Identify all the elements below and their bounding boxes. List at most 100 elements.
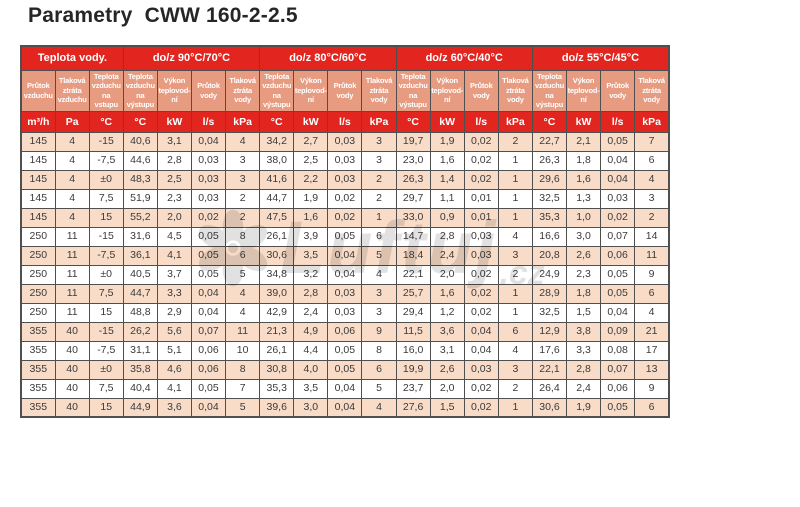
table-cell: 3,7 [156, 264, 192, 285]
column-header-cell: Tlaková ztráta vody [497, 69, 533, 112]
table-cell: 0,01 [463, 207, 499, 228]
table-cell: 31,6 [122, 226, 158, 247]
table-cell: 29,6 [531, 169, 568, 190]
table-cell: 18,4 [395, 245, 431, 266]
table-cell: 0,02 [327, 188, 363, 209]
unit-cell: kW [156, 110, 192, 133]
table-cell: 0,03 [327, 131, 363, 152]
column-header-cell: Průtok vody [190, 69, 227, 112]
table-cell: 11 [54, 245, 90, 266]
unit-cell: m³/h [20, 110, 56, 133]
table-cell: 2,2 [293, 169, 329, 190]
unit-cell: kPa [361, 110, 397, 133]
table-row: 250 11 ±0 40,5 3,7 0,05 5 34,8 3,2 0,04 4 22,1 2,0 0,… [20, 264, 670, 285]
table-row: 145 4 15 55,2 2,0 0,02 2 47,5 1,6 0,02 1 33,0 0,9 0,0… [20, 207, 670, 228]
table-cell: 0,04 [190, 283, 227, 304]
table-cell: 40,6 [122, 131, 158, 152]
table-cell: ±0 [88, 169, 124, 190]
table-cell: 2,1 [565, 131, 602, 152]
table-cell: 26,3 [395, 169, 431, 190]
table-cell: 4,1 [156, 378, 192, 399]
table-cell: 40,4 [122, 378, 158, 399]
table-cell: 16,0 [395, 340, 431, 361]
table-cell: 1 [497, 207, 533, 228]
table-cell: 1,1 [429, 188, 465, 209]
table-cell: 11 [225, 321, 261, 342]
table-cell: 0,05 [327, 359, 363, 380]
column-header-cell: Výkon teplovod-ní [565, 69, 602, 112]
unit-cell: °C [122, 110, 158, 133]
table-head: Teplota vody. do/z 90°C/70°C do/z 80°C/60°… [20, 45, 670, 133]
column-header-row: Průtok vzduchu Tlaková ztráta vzduchu Tepl… [20, 69, 670, 112]
table-cell: 0,06 [327, 321, 363, 342]
table-cell: 2,5 [156, 169, 192, 190]
table-cell: 0,03 [463, 245, 499, 266]
table-cell: 11 [54, 226, 90, 247]
table-cell: 4 [54, 188, 90, 209]
column-header-cell: Průtok vody [463, 69, 499, 112]
table-cell: 3,2 [293, 264, 329, 285]
table-cell: 0,06 [190, 359, 227, 380]
column-header-cell: Výkon teplovod-ní [156, 69, 192, 112]
unit-cell: kPa [225, 110, 261, 133]
table-cell: 26,1 [259, 226, 295, 247]
table-cell: 3,3 [565, 340, 602, 361]
table-cell: 0,02 [463, 131, 499, 152]
table-row: 355 40 ±0 35,8 4,6 0,06 8 30,8 4,0 0,05 6 19,9 2,6 0,… [20, 359, 670, 380]
table-cell: 0,02 [463, 264, 499, 285]
table-cell: 1,8 [565, 150, 602, 171]
column-header-cell: Teplota vzduchu na výstupu [395, 69, 431, 112]
table-cell: 3,5 [293, 378, 329, 399]
group-header-cell: do/z 55°C/45°C [531, 45, 670, 71]
table-cell: 1,6 [429, 150, 465, 171]
table-cell: 0,05 [327, 226, 363, 247]
table-cell: 2,0 [429, 378, 465, 399]
table-body: 145 4 -15 40,6 3,1 0,04 4 34,2 2,7 0,03 3 19,7 1,9 0,… [20, 131, 670, 418]
table-cell: -15 [88, 226, 124, 247]
column-header-cell: Teplota vzduchu na výstupu [531, 69, 568, 112]
table-cell: 40,5 [122, 264, 158, 285]
table-cell: 0,03 [327, 302, 363, 323]
table-cell: 6 [634, 283, 670, 304]
table-cell: 145 [20, 169, 56, 190]
table-cell: 355 [20, 321, 56, 342]
table-cell: 1,3 [565, 188, 602, 209]
table-cell: 5 [361, 245, 397, 266]
table-cell: 0,9 [429, 207, 465, 228]
table-cell: 0,02 [600, 207, 636, 228]
table-cell: 0,07 [600, 359, 636, 380]
table-cell: 0,05 [600, 397, 636, 418]
table-cell: 4 [497, 226, 533, 247]
table-cell: 2,8 [565, 359, 602, 380]
table-cell: 22,7 [531, 131, 568, 152]
table-cell: 0,05 [190, 226, 227, 247]
table-cell: 0,06 [600, 378, 636, 399]
table-cell: 0,05 [190, 245, 227, 266]
table-cell: 6 [634, 150, 670, 171]
table-row: 355 40 -7,5 31,1 5,1 0,06 10 26,1 4,4 0,05 8 16,0 3,… [20, 340, 670, 361]
table-cell: 0,01 [463, 188, 499, 209]
page-title: Parametry CWW 160-2-2.5 [28, 4, 298, 27]
table-cell: 4,0 [293, 359, 329, 380]
table-cell: 4 [361, 397, 397, 418]
column-header-cell: Průtok vody [600, 69, 636, 112]
table-cell: 0,07 [190, 321, 227, 342]
table-cell: 32,5 [531, 188, 568, 209]
table-row: 355 40 15 44,9 3,6 0,04 5 39,6 3,0 0,04 4 27,6 1,5 0,… [20, 397, 670, 418]
table-cell: 44,9 [122, 397, 158, 418]
table-cell: 30,6 [531, 397, 568, 418]
table-cell: 41,6 [259, 169, 295, 190]
table-cell: 4 [54, 207, 90, 228]
table-cell: 20,8 [531, 245, 568, 266]
table-cell: -15 [88, 131, 124, 152]
table-cell: 250 [20, 283, 56, 304]
table-cell: 29,4 [395, 302, 431, 323]
table-cell: 15 [88, 397, 124, 418]
table-cell: 11 [54, 302, 90, 323]
table-cell: 26,3 [531, 150, 568, 171]
table-cell: 30,6 [259, 245, 295, 266]
unit-cell: kPa [634, 110, 670, 133]
table-cell: 12,9 [531, 321, 568, 342]
table-cell: 2 [497, 378, 533, 399]
table-cell: 5,1 [156, 340, 192, 361]
